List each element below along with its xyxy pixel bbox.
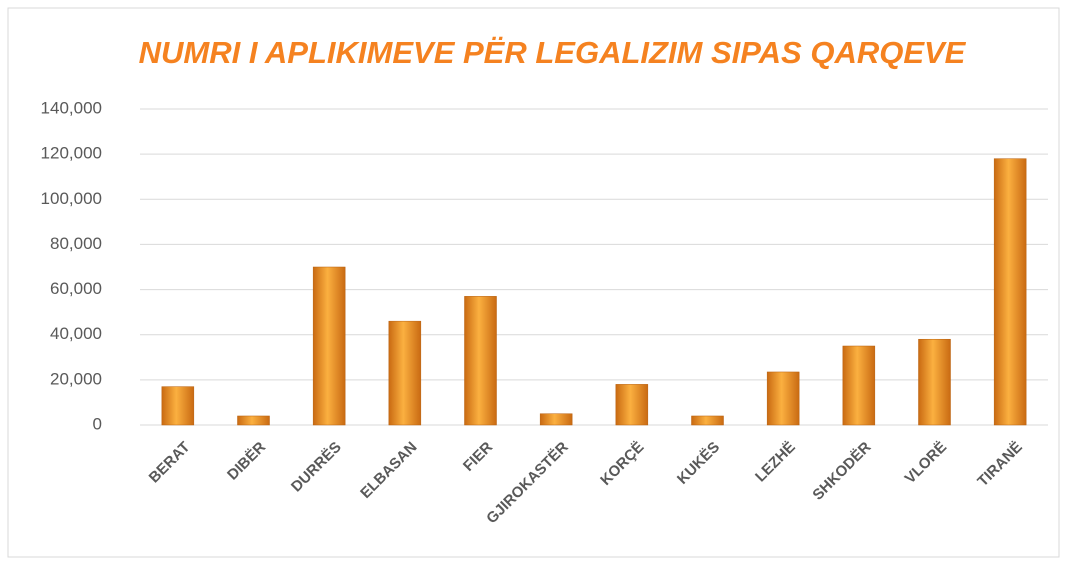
y-tick-label: 100,000 — [41, 189, 102, 208]
bar — [615, 384, 649, 426]
chart-frame — [7, 7, 1060, 558]
bar — [539, 413, 573, 426]
y-tick-label: 80,000 — [50, 234, 102, 253]
y-tick-label: 140,000 — [41, 98, 102, 117]
y-tick-label: 0 — [93, 414, 102, 433]
bar — [464, 296, 497, 426]
bar — [312, 266, 346, 426]
bar — [691, 415, 724, 426]
y-tick-label: 60,000 — [50, 279, 102, 298]
bar — [161, 386, 195, 426]
bar — [993, 158, 1027, 426]
y-tick-label: 120,000 — [41, 144, 102, 163]
y-tick-label: 40,000 — [50, 324, 102, 343]
bar — [766, 371, 800, 426]
bar — [388, 320, 422, 426]
chart-title: NUMRI I APLIKIMEVE PËR LEGALIZIM SIPAS Q… — [139, 35, 967, 70]
bar — [842, 345, 876, 426]
bar — [918, 338, 951, 426]
bar — [237, 415, 270, 426]
y-tick-label: 20,000 — [50, 369, 102, 388]
